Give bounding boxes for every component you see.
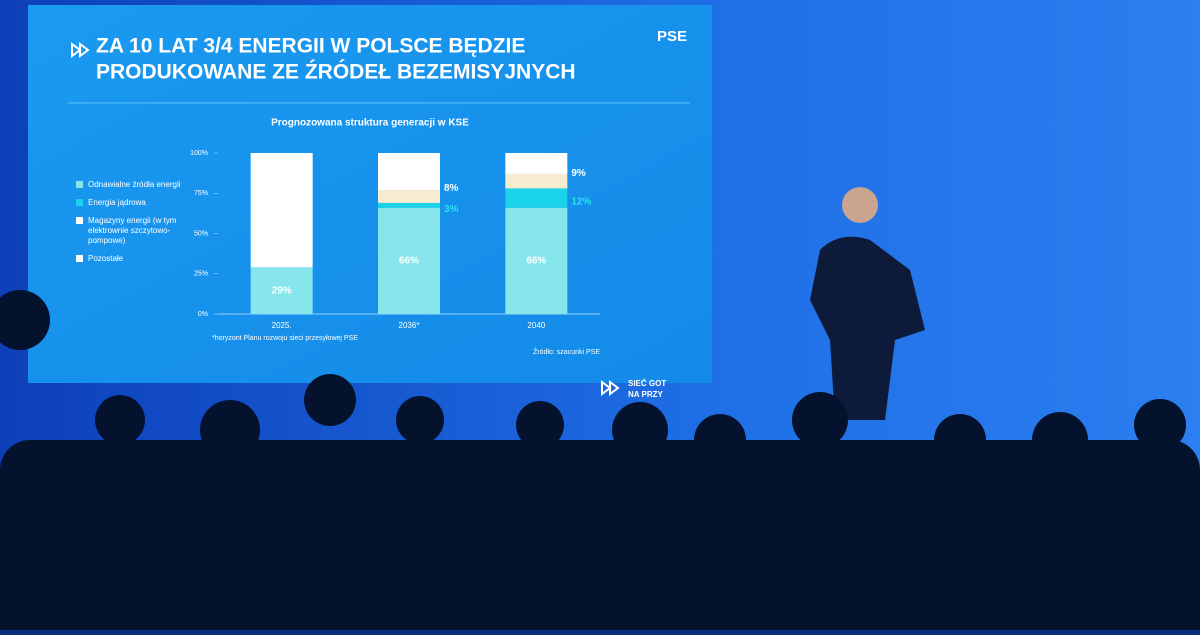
head: [516, 401, 564, 449]
bar-segment: [505, 153, 568, 174]
slide-title: PRODUKOWANE ZE ŹRÓDEŁ BEZEMISYJNYCH: [96, 60, 576, 84]
value-label: 29%: [272, 285, 292, 296]
banner-text: SIEĆ GOT: [628, 379, 666, 388]
bar-segment: [505, 188, 568, 208]
y-tick-label: 50%: [194, 230, 208, 237]
arrow-icon: [71, 42, 90, 58]
value-label: 9%: [571, 168, 586, 179]
value-label: 3%: [444, 204, 459, 215]
legend-label: Odnawialne źródła energii: [88, 180, 181, 189]
y-tick-label: 100%: [190, 150, 208, 157]
legend-item: Pozostałe: [76, 254, 186, 264]
bar-segment: [378, 207, 440, 314]
x-tick-label: 2040: [527, 321, 545, 330]
chart-title: Prognozowana struktura generacji w KSE: [271, 118, 469, 129]
legend-swatch: [76, 199, 83, 206]
bar-segment: [378, 202, 440, 208]
x-tick-label: 2036*: [399, 321, 420, 330]
y-tick-label: 25%: [194, 271, 208, 278]
source: Źródło: szacunki PSE: [533, 347, 600, 356]
head: [396, 396, 444, 444]
legend-item: Magazyny energii (w tym elektrownie szcz…: [76, 216, 186, 246]
x-tick-label: 2025.: [272, 321, 292, 330]
head: [792, 392, 848, 448]
legend-item: Odnawialne źródła energii: [76, 180, 186, 190]
value-label: 66%: [399, 256, 419, 267]
legend-swatch: [76, 181, 83, 188]
bar-segment: [505, 207, 568, 314]
audience: [0, 187, 1200, 630]
head: [1134, 399, 1186, 451]
head: [304, 374, 356, 426]
footnote: *horyzont Planu rozwoju sieci przesyłowe…: [212, 335, 358, 342]
bar-segment: [378, 153, 440, 191]
legend-swatch: [76, 255, 83, 262]
legend-label: Energia jądrowa: [88, 198, 146, 207]
bar-segment: [250, 267, 313, 314]
legend: Odnawialne źródła energii Energia jądrowa…: [76, 180, 186, 272]
head: [0, 290, 50, 350]
legend-item: Energia jądrowa: [76, 198, 186, 208]
logo: PSE: [657, 28, 687, 45]
y-tick-label: 75%: [194, 190, 208, 197]
bar-segment: [378, 190, 440, 203]
slide-title: ZA 10 LAT 3/4 ENERGII W POLSCE BĘDZIE: [96, 35, 525, 58]
speaker-head: [842, 187, 878, 223]
banner-text: NA PRZY: [628, 390, 663, 399]
legend-label: Pozostałe: [88, 254, 124, 263]
value-label: 12%: [571, 197, 591, 208]
bar-segment: [505, 173, 568, 189]
speaker: [810, 236, 925, 420]
value-label: 8%: [444, 183, 459, 194]
plot: 0% 25% 50% 75% 100% 2025. 29% 2036* 66% 3% 8% 2040 6…: [190, 150, 600, 330]
head: [95, 395, 145, 445]
value-label: 66%: [526, 256, 546, 267]
legend-swatch: [76, 217, 83, 224]
shoulders: [0, 440, 1200, 500]
banner-icon: [601, 380, 620, 396]
legend-label: Magazyny energii (w tym elektrownie szcz…: [88, 216, 177, 245]
screen: [28, 5, 712, 383]
y-tick-label: 0%: [198, 311, 208, 318]
bar-segment: [250, 153, 313, 268]
